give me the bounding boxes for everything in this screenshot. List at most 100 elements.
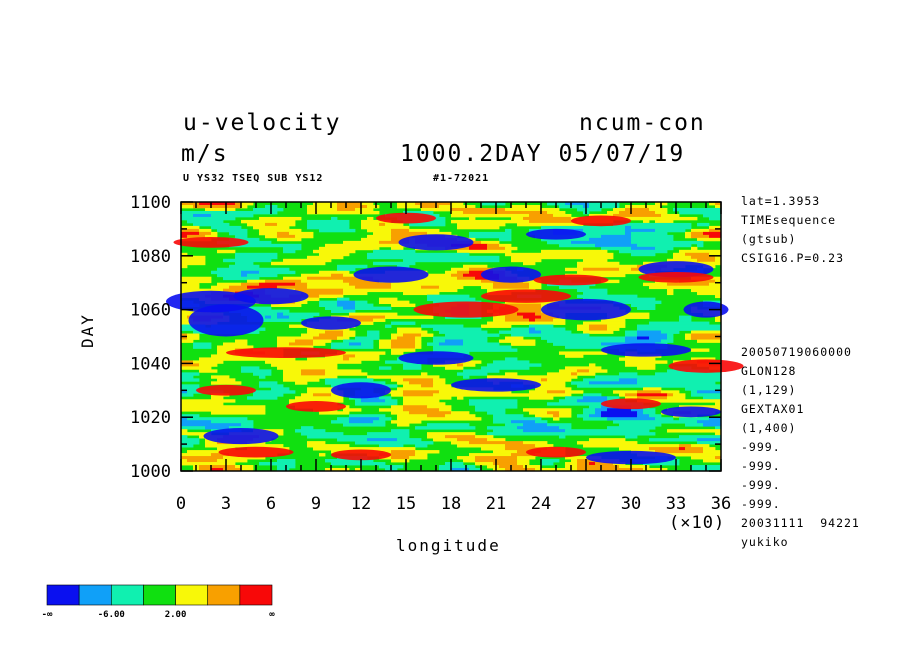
- heatmap-cell: [247, 318, 302, 322]
- heatmap-cell: [415, 453, 428, 457]
- heatmap-cell: [433, 393, 572, 397]
- heatmap-cell: [691, 330, 722, 334]
- heatmap-cell: [583, 297, 656, 302]
- heatmap-cell: [691, 336, 722, 340]
- heatmap-cell: [361, 219, 392, 224]
- heatmap-cell: [337, 300, 356, 305]
- heatmap-cell: [559, 369, 578, 373]
- heatmap-cell: [391, 345, 416, 349]
- heatmap-cell: [205, 207, 236, 212]
- x-tick-label: 15: [396, 494, 416, 514]
- heatmap-cell: [631, 231, 668, 236]
- heatmap-cell: [391, 333, 404, 337]
- heatmap-cell: [589, 438, 626, 442]
- heatmap-cell: [565, 366, 602, 370]
- heatmap-cell: [595, 243, 638, 248]
- heatmap-cell: [301, 426, 314, 430]
- heatmap-cell: [511, 327, 530, 331]
- heatmap-cell: [403, 393, 434, 397]
- heatmap-cell: [463, 459, 476, 463]
- heatmap-cell: [427, 405, 452, 409]
- positive-velocity-blob: [196, 384, 256, 396]
- heatmap-cell: [319, 300, 338, 305]
- heatmap-cell: [199, 202, 236, 206]
- heatmap-cell: [493, 417, 542, 421]
- heatmap-cell: [565, 390, 584, 394]
- heatmap-cell: [487, 432, 656, 436]
- heatmap-cell: [667, 429, 722, 433]
- heatmap-cell: [583, 291, 608, 296]
- heatmap-cell: [547, 390, 566, 394]
- heatmap-cell: [391, 303, 416, 308]
- heatmap-cell: [499, 243, 512, 248]
- heatmap-cell: [463, 210, 548, 215]
- heatmap-cell: [301, 297, 320, 302]
- heatmap-cell: [577, 459, 602, 463]
- heatmap-cell: [463, 369, 500, 373]
- heatmap-cell: [253, 225, 290, 230]
- heatmap-cell: [247, 285, 278, 290]
- heatmap-cell: [529, 390, 548, 394]
- heatmap-cell: [493, 315, 506, 319]
- heatmap-cell: [427, 414, 446, 418]
- heatmap-cell: [283, 246, 302, 251]
- heatmap-cell: [319, 252, 350, 257]
- positive-velocity-blob: [376, 212, 436, 224]
- heatmap-cell: [379, 444, 404, 448]
- heatmap-cell: [697, 420, 722, 424]
- heatmap-cell: [181, 333, 188, 337]
- heatmap-cell: [667, 333, 674, 337]
- heatmap-cell: [301, 273, 332, 278]
- heatmap-cell: [439, 390, 512, 394]
- heatmap-cell: [463, 375, 470, 379]
- heatmap-cell: [331, 345, 374, 349]
- heatmap-cell: [235, 255, 278, 260]
- heatmap-cell: [229, 264, 260, 269]
- heatmap-cell: [679, 444, 692, 448]
- heatmap-cell: [361, 399, 386, 403]
- heatmap-cell: [259, 384, 284, 388]
- heatmap-cell: [547, 210, 566, 215]
- heatmap-cell: [523, 279, 542, 284]
- heatmap-cell: [565, 429, 650, 433]
- heatmap-cell: [277, 459, 296, 463]
- heatmap-cell: [181, 318, 194, 322]
- heatmap-cell: [499, 339, 536, 343]
- heatmap-cell: [649, 438, 698, 442]
- heatmap-cell: [481, 324, 512, 328]
- heatmap-cell: [295, 339, 314, 343]
- heatmap-cell: [349, 420, 374, 424]
- heatmap-cell: [181, 279, 212, 284]
- heatmap-cell: [523, 465, 542, 469]
- heatmap-cell: [283, 258, 332, 263]
- heatmap-cell: [391, 459, 410, 463]
- heatmap-cell: [271, 315, 278, 319]
- heatmap-cell: [337, 438, 368, 442]
- heatmap-cell: [193, 345, 212, 349]
- heatmap-cell: [505, 444, 536, 448]
- heatmap-cell: [247, 279, 266, 284]
- heatmap-cell: [415, 426, 476, 430]
- heatmap-cell: [283, 375, 338, 379]
- heatmap-cell: [259, 228, 302, 233]
- heatmap-cell: [391, 378, 404, 382]
- heatmap-cell: [319, 228, 356, 233]
- heatmap-cell: [355, 441, 434, 445]
- heatmap-cell: [247, 396, 278, 400]
- x-axis-label: longitude: [396, 536, 501, 555]
- heatmap-cell: [691, 390, 698, 394]
- heatmap-cell: [709, 234, 722, 239]
- heatmap-cell: [217, 459, 248, 463]
- heatmap-cell: [637, 396, 668, 400]
- negative-velocity-blob: [203, 427, 279, 445]
- heatmap-cell: [331, 216, 338, 221]
- heatmap-cell: [181, 252, 188, 257]
- heatmap-cell: [373, 318, 386, 322]
- heatmap-cell: [433, 336, 488, 340]
- heatmap-cell: [481, 366, 530, 370]
- x-tick-label: 30: [621, 494, 641, 514]
- heatmap-cell: [415, 444, 428, 448]
- heatmap-cell: [451, 468, 470, 472]
- heatmap-cell: [511, 333, 590, 337]
- heatmap-cell: [421, 285, 440, 290]
